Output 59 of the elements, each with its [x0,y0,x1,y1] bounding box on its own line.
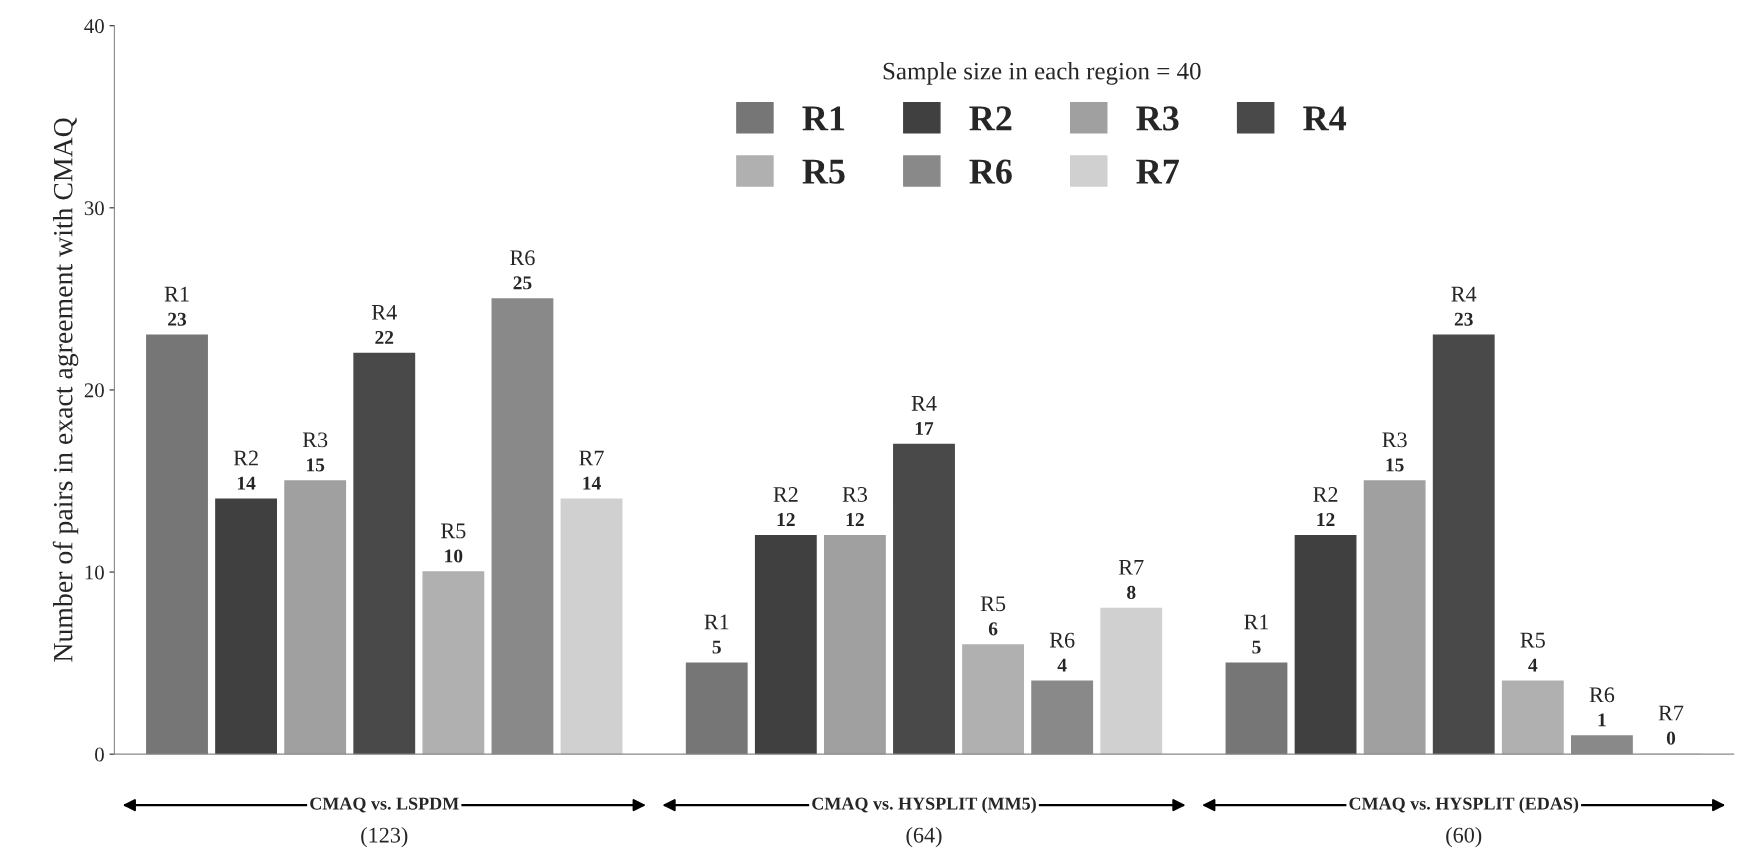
legend-title: Sample size in each region = 40 [883,62,1201,85]
data-label: 12 [846,513,864,526]
y-axis-title: Number of pairs in exact agreement with CMAQ [52,117,79,662]
text: R4 [1451,286,1477,302]
data-label: 23 [168,312,187,326]
x-tick-label: CMAQ vs. LSPDM (123) [310,797,459,848]
text: R6 [1049,632,1075,648]
data-label: 23 [1454,312,1473,326]
y-tick-label: 40 [84,19,104,34]
data-label: 15 [307,458,325,472]
data-label: 1 [1598,713,1606,727]
data-label: 5 [1252,640,1261,654]
legend-label: R1 [802,106,845,131]
legend-label: R5 [802,159,845,184]
legend-label: R6 [969,159,1012,184]
text: R2 [233,450,258,466]
text: R1 [164,286,189,302]
y-tick-label: 30 [84,201,104,216]
legend-label: R4 [1303,106,1347,131]
legend-label: R7 [1136,159,1179,184]
text: R1 [704,614,729,630]
text: R6 [510,250,535,266]
legend-label: R3 [1136,106,1179,131]
x-tick-label: CMAQ vs. HYSPLIT (MM5) (64) [812,796,1036,848]
text: R1 [1244,614,1269,630]
text: R3 [1382,432,1407,448]
text: R5 [980,596,1006,612]
data-label: 14 [237,476,256,490]
y-tick-label: 0 [95,747,104,762]
data-label: 25 [513,276,532,290]
data-label: 6 [988,622,998,636]
legend-label: R2 [969,106,1012,131]
data-label: 4 [1528,658,1538,672]
text: R2 [773,487,798,502]
text: R4 [911,396,937,411]
text: R3 [842,487,868,502]
data-label: 0 [1666,731,1676,745]
data-label: 8 [1127,585,1136,599]
y-tick-label: 10 [85,565,104,580]
text: R7 [579,450,604,466]
text: R6 [1589,687,1615,703]
data-label: 15 [1386,458,1404,472]
data-label: 17 [915,422,934,435]
data-label: 4 [1057,658,1067,672]
y-tick-label: 20 [84,383,104,398]
data-label: 5 [712,640,721,654]
data-label: 14 [583,476,601,490]
data-label: 12 [1317,513,1335,526]
text: R5 [1520,632,1545,648]
text: R2 [1313,487,1338,502]
x-tick-label: CMAQ vs. HYSPLIT (EDAS) (60) [1349,796,1579,848]
data-label: 22 [375,330,394,344]
data-label: 10 [445,549,463,563]
data-label: 12 [777,513,795,526]
text: R7 [1118,560,1144,575]
text: R3 [302,432,328,448]
text: R7 [1658,705,1684,721]
text: R5 [441,523,466,539]
text: R4 [371,304,397,320]
